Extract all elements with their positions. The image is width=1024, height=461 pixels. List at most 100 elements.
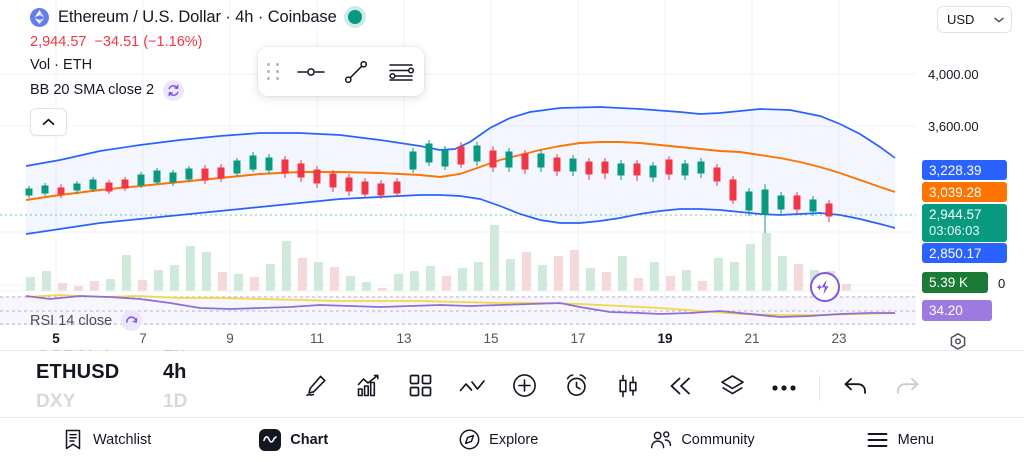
symbol-previous-name: USDJPY <box>36 350 113 357</box>
svg-text:5: 5 <box>52 331 60 346</box>
sync-refresh-icon[interactable] <box>163 79 185 101</box>
price-chart-area[interactable]: Ethereum / U.S. Dollar · 4h · Coinbase 2… <box>0 0 1024 350</box>
bollinger-legend-row[interactable]: BB 20 SMA close 2 <box>30 77 362 103</box>
rsi-legend[interactable]: RSI 14 close <box>30 310 143 331</box>
nav-explore-label: Explore <box>489 431 539 448</box>
symbol-header-row[interactable]: Ethereum / U.S. Dollar · 4h · Coinbase <box>30 4 362 30</box>
candles-icon <box>617 374 639 403</box>
axis-label-partial: 0 <box>998 276 1006 291</box>
plus-circle-icon <box>512 373 537 403</box>
nav-chart[interactable]: Chart <box>259 418 328 461</box>
layouts-button[interactable] <box>394 362 446 414</box>
rsi-tag[interactable]: 34.20 <box>922 300 992 321</box>
rsi-refresh-icon[interactable] <box>121 310 143 331</box>
volume-tag[interactable]: 5.39 K <box>922 272 988 293</box>
svg-text:21: 21 <box>744 331 759 346</box>
crosshair-settings-hex-icon[interactable] <box>948 332 968 357</box>
patterns-button[interactable] <box>446 362 498 414</box>
last-price: 2,944.57 <box>30 33 87 50</box>
nav-community[interactable]: Community <box>650 418 755 461</box>
trend-line-tool[interactable] <box>334 47 378 96</box>
rsi-pane <box>0 294 916 325</box>
currency-value: USD <box>947 12 975 27</box>
horizontal-line-tool[interactable] <box>288 47 334 96</box>
indicators-chart-icon <box>356 373 381 403</box>
bb-basis-tag[interactable]: 3,039.28 <box>922 182 1007 202</box>
last-price-tag-value: 2,944.57 <box>929 207 982 223</box>
alerts-button[interactable] <box>550 362 602 414</box>
draw-tools-button[interactable] <box>290 362 342 414</box>
symbol-next-timeframe: 1D <box>163 391 188 412</box>
bar-replay-button[interactable] <box>654 362 706 414</box>
svg-text:23: 23 <box>831 331 846 346</box>
nav-menu[interactable]: Menu <box>867 418 934 461</box>
rsi-label: RSI 14 close <box>30 312 113 329</box>
chevrons-pattern-icon <box>459 375 486 402</box>
bb-lower-tag[interactable]: 2,850.17 <box>922 243 1007 263</box>
floating-drawing-toolbar[interactable] <box>258 47 424 96</box>
bb-upper-tag[interactable]: 3,228.39 <box>922 160 1007 180</box>
ethereum-logo-icon <box>30 7 49 27</box>
symbol-current-timeframe: 4h <box>163 360 187 383</box>
alarm-clock-icon <box>564 373 589 403</box>
chart-icon <box>259 428 282 451</box>
community-icon <box>650 429 672 451</box>
layers-button[interactable] <box>706 362 758 414</box>
chart-tool-bar[interactable] <box>290 362 1024 414</box>
axis-label-3600: 3,600.00 <box>928 119 979 134</box>
layers-icon <box>720 374 745 402</box>
collapse-legend-button[interactable] <box>30 108 67 136</box>
countdown-timer: 03:06:03 <box>929 223 980 239</box>
drawing-settings[interactable] <box>378 47 424 96</box>
svg-text:13: 13 <box>396 331 411 346</box>
chevron-down-icon <box>994 17 1004 22</box>
chart-canvas[interactable] <box>0 0 1024 325</box>
indicators-button[interactable] <box>342 362 394 414</box>
price-scale[interactable]: USD 4,000.00 3,600.00 0 3,228.39 3,039.2… <box>916 0 1024 325</box>
volume-legend-row[interactable]: Vol · ETH <box>30 53 362 77</box>
axis-label-4000: 4,000.00 <box>928 67 979 82</box>
symbol-current-name: ETHUSD <box>36 360 120 383</box>
candlestick-series <box>25 140 833 238</box>
symbol-switcher[interactable]: USDJPY 1h ETHUSD 4h DXY 1D <box>0 350 280 412</box>
chart-legend: Ethereum / U.S. Dollar · 4h · Coinbase 2… <box>30 4 362 136</box>
svg-text:9: 9 <box>226 331 234 346</box>
svg-text:11: 11 <box>310 331 324 346</box>
three-dots-icon <box>771 379 797 397</box>
quote-row: 2,944.57 −34.51 (−1.16%) <box>30 30 362 53</box>
bollinger-lower-band <box>25 194 896 235</box>
compass-icon <box>458 429 480 451</box>
nav-watchlist[interactable]: Watchlist <box>62 418 151 461</box>
svg-text:17: 17 <box>570 331 585 346</box>
symbol-previous-timeframe: 1h <box>163 350 185 357</box>
bollinger-basis-line <box>25 141 896 201</box>
currency-selector[interactable]: USD <box>937 6 1012 33</box>
ai-sparkle-bolt-icon[interactable] <box>810 272 840 302</box>
volume-series <box>26 225 851 291</box>
bottom-navigation[interactable]: Watchlist Chart Explore <box>0 417 1024 461</box>
add-symbol-button[interactable] <box>498 362 550 414</box>
time-axis[interactable]: 5 7 9 11 13 15 17 19 21 23 <box>0 325 1024 351</box>
chart-type-button[interactable] <box>602 362 654 414</box>
bollinger-label: BB 20 SMA close 2 <box>30 82 155 98</box>
nav-community-label: Community <box>681 431 755 448</box>
svg-text:7: 7 <box>139 331 147 346</box>
redo-button <box>881 362 933 414</box>
nav-menu-label: Menu <box>897 431 934 448</box>
svg-text:15: 15 <box>483 331 498 346</box>
volume-label: Vol · ETH <box>30 57 93 73</box>
more-options-button[interactable] <box>758 362 810 414</box>
nav-watchlist-label: Watchlist <box>93 431 152 448</box>
bollinger-upper-band <box>25 106 896 167</box>
nav-explore[interactable]: Explore <box>458 418 538 461</box>
price-change: −34.51 (−1.16%) <box>94 33 203 50</box>
toolbar-divider <box>819 375 820 401</box>
last-price-tag[interactable]: 2,944.57 03:06:03 <box>922 204 1007 242</box>
bollinger-fill <box>26 107 895 234</box>
drag-handle-icon[interactable] <box>258 47 288 96</box>
undo-button[interactable] <box>829 362 881 414</box>
symbol-next-name: DXY <box>36 391 76 412</box>
symbol-title[interactable]: Ethereum / U.S. Dollar · 4h · Coinbase <box>58 7 337 26</box>
nav-chart-label: Chart <box>290 431 329 448</box>
